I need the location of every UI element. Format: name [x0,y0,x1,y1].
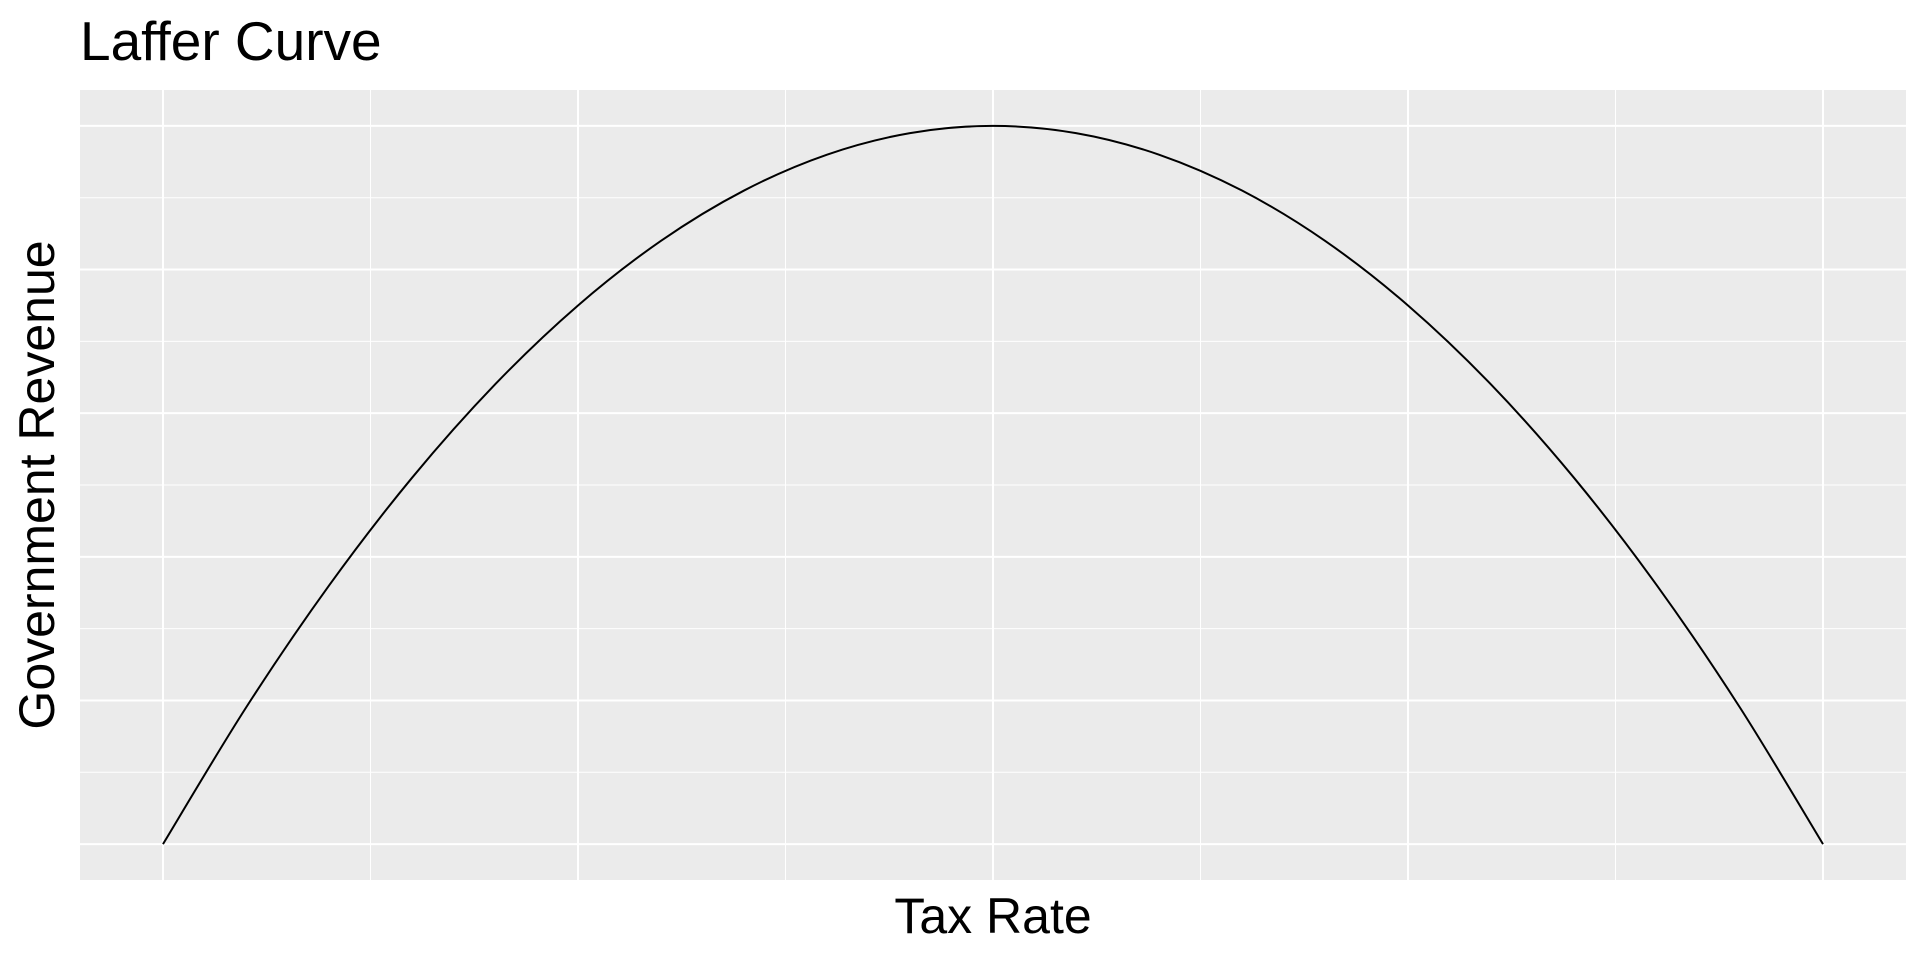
curve-point [1075,132,1077,134]
curve-point [1656,585,1658,587]
x-axis-title: Tax Rate [894,888,1091,944]
curve-point [1739,707,1741,709]
curve-point [909,132,911,134]
curve-point [577,304,579,306]
y-axis-title: Government Revenue [9,240,65,729]
curve-point [660,240,662,242]
curve-point [411,477,413,479]
curve-point [1407,304,1409,306]
curve-point [1822,843,1824,845]
curve-point [1158,154,1160,156]
curve-point [743,190,745,192]
curve-point [1573,477,1575,479]
chart-title: Laffer Curve [80,10,382,72]
curve-point [162,843,164,845]
curve-point [1241,190,1243,192]
curve-point [1324,240,1326,242]
major-gridlines [80,90,1906,880]
laffer-curve-line [162,124,1824,845]
curve-point [1490,383,1492,385]
curve-point [245,707,247,709]
curve-point [992,125,994,127]
curve-point [328,585,330,587]
curve-point [494,383,496,385]
curve-point [826,154,828,156]
